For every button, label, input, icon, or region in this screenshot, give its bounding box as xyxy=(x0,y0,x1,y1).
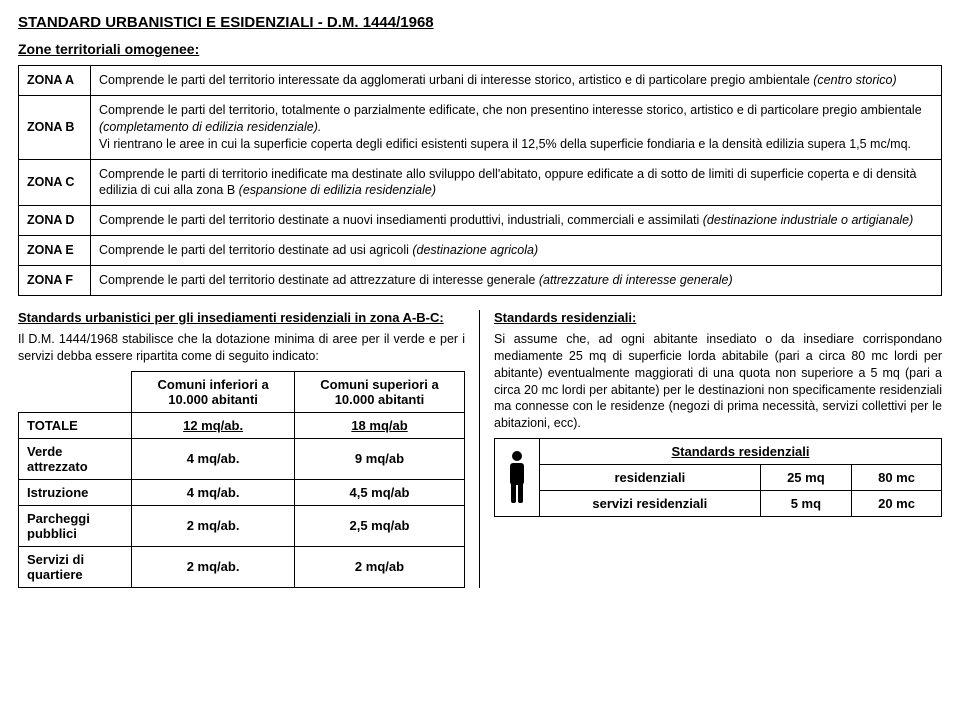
zone-label: ZONA E xyxy=(19,236,91,266)
zone-description: Comprende le parti del territorio intere… xyxy=(91,66,942,96)
res-row-label: servizi residenziali xyxy=(540,491,760,517)
residential-table-wrap: Standards residenziali residenziali25 mq… xyxy=(494,438,942,517)
res-row-v1: 25 mq xyxy=(760,465,851,491)
res-table-title: Standards residenziali xyxy=(540,439,941,465)
left-column: Standards urbanistici per gli insediamen… xyxy=(18,310,480,588)
std-row-v2: 2 mq/ab xyxy=(294,546,464,587)
zone-description: Comprende le parti del territorio destin… xyxy=(91,206,942,236)
res-row-label: residenziali xyxy=(540,465,760,491)
left-paragraph: Il D.M. 1444/1968 stabilisce che la dota… xyxy=(18,331,465,365)
std-row-v2: 4,5 mq/ab xyxy=(294,479,464,505)
zone-label: ZONA D xyxy=(19,206,91,236)
page-title: STANDARD URBANISTICI E ESIDENZIALI - D.M… xyxy=(18,14,942,31)
std-row-label: Servizi di quartiere xyxy=(19,546,132,587)
zone-label: ZONA F xyxy=(19,266,91,296)
section-subtitle: Zone territoriali omogenee: xyxy=(18,41,942,57)
std-row-label: Verde attrezzato xyxy=(19,438,132,479)
zone-label: ZONA C xyxy=(19,159,91,206)
zone-description: Comprende le parti di territorio inedifi… xyxy=(91,159,942,206)
std-row-v2: 9 mq/ab xyxy=(294,438,464,479)
zone-description: Comprende le parti del territorio destin… xyxy=(91,266,942,296)
person-icon xyxy=(495,439,540,516)
right-column: Standards residenziali: Si assume che, a… xyxy=(480,310,942,588)
std-row-v1: 4 mq/ab. xyxy=(132,479,295,505)
std-row-v2: 2,5 mq/ab xyxy=(294,505,464,546)
std-row-v1: 12 mq/ab. xyxy=(132,412,295,438)
std-row-v2: 18 mq/ab xyxy=(294,412,464,438)
zone-description: Comprende le parti del territorio destin… xyxy=(91,236,942,266)
std-col1-header: Comuni inferiori a 10.000 abitanti xyxy=(132,371,295,412)
std-row-label: TOTALE xyxy=(19,412,132,438)
res-row-v1: 5 mq xyxy=(760,491,851,517)
left-heading: Standards urbanistici per gli insediamen… xyxy=(18,310,465,325)
zone-label: ZONA A xyxy=(19,66,91,96)
zone-description: Comprende le parti del territorio, total… xyxy=(91,95,942,159)
res-row-v2: 80 mc xyxy=(852,465,941,491)
right-paragraph: Si assume che, ad ogni abitante insediat… xyxy=(494,331,942,432)
std-row-label: Istruzione xyxy=(19,479,132,505)
zone-label: ZONA B xyxy=(19,95,91,159)
residential-table: Standards residenziali residenziali25 mq… xyxy=(540,439,941,516)
res-row-v2: 20 mc xyxy=(852,491,941,517)
std-row-v1: 4 mq/ab. xyxy=(132,438,295,479)
right-heading: Standards residenziali: xyxy=(494,310,942,325)
columns-wrap: Standards urbanistici per gli insediamen… xyxy=(18,310,942,588)
std-col2-header: Comuni superiori a 10.000 abitanti xyxy=(294,371,464,412)
std-row-v1: 2 mq/ab. xyxy=(132,546,295,587)
std-row-v1: 2 mq/ab. xyxy=(132,505,295,546)
std-row-label: Parcheggi pubblici xyxy=(19,505,132,546)
standards-table: Comuni inferiori a 10.000 abitanti Comun… xyxy=(18,371,465,588)
zones-table: ZONA AComprende le parti del territorio … xyxy=(18,65,942,296)
